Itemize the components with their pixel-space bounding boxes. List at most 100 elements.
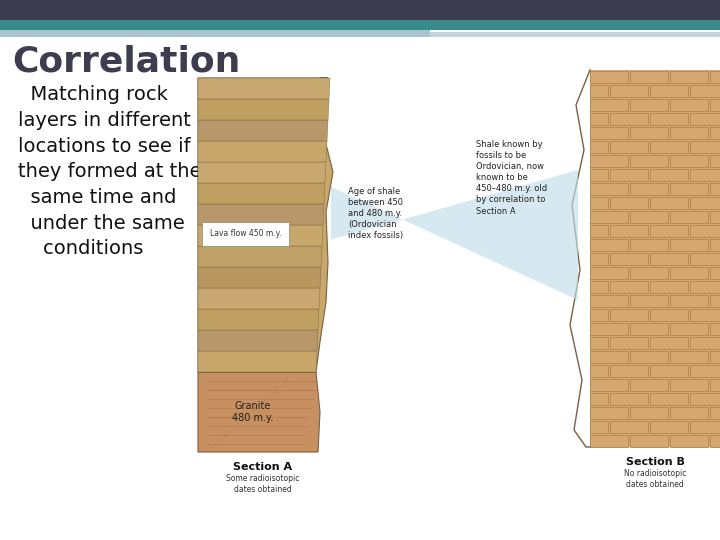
Bar: [690, 113, 720, 125]
Bar: [710, 435, 720, 447]
Bar: [710, 295, 720, 307]
Polygon shape: [198, 162, 326, 183]
Polygon shape: [198, 309, 319, 330]
Bar: [590, 267, 628, 279]
Bar: [690, 169, 720, 181]
Bar: [670, 127, 708, 139]
Bar: [590, 99, 628, 111]
Bar: [710, 71, 720, 83]
Bar: [690, 197, 720, 209]
Bar: [650, 141, 688, 153]
Polygon shape: [198, 99, 329, 120]
Bar: [670, 211, 708, 223]
Bar: [670, 295, 708, 307]
Bar: [610, 281, 648, 293]
Bar: [590, 253, 608, 265]
Bar: [630, 127, 668, 139]
Bar: [670, 183, 708, 195]
Bar: [630, 379, 668, 391]
Text: Section B: Section B: [626, 457, 685, 467]
Bar: [590, 351, 628, 363]
Bar: [590, 71, 628, 83]
Polygon shape: [198, 330, 318, 351]
Bar: [690, 225, 720, 237]
Bar: [590, 323, 628, 335]
Bar: [630, 239, 668, 251]
Text: Shale known by
fossils to be
Ordovician, now
known to be
450–480 m.y. old
by cor: Shale known by fossils to be Ordovician,…: [476, 140, 547, 215]
Bar: [630, 99, 668, 111]
Bar: [690, 141, 720, 153]
Bar: [610, 169, 648, 181]
Bar: [630, 295, 668, 307]
Bar: [650, 253, 688, 265]
Bar: [710, 351, 720, 363]
Bar: [590, 435, 628, 447]
Bar: [630, 155, 668, 167]
Bar: [590, 337, 608, 349]
Bar: [710, 267, 720, 279]
Bar: [710, 99, 720, 111]
Bar: [590, 197, 608, 209]
Bar: [650, 337, 688, 349]
Bar: [650, 421, 688, 433]
Bar: [610, 393, 648, 405]
Bar: [630, 323, 668, 335]
Polygon shape: [198, 225, 323, 246]
Text: No radioisotopic
dates obtained: No radioisotopic dates obtained: [624, 469, 686, 489]
Bar: [690, 393, 720, 405]
Bar: [0, 30, 430, 37]
Bar: [630, 211, 668, 223]
Bar: [710, 239, 720, 251]
Polygon shape: [198, 78, 333, 372]
Bar: [690, 281, 720, 293]
Bar: [670, 239, 708, 251]
Bar: [670, 323, 708, 335]
Bar: [710, 379, 720, 391]
Text: Correlation: Correlation: [12, 44, 240, 78]
Bar: [630, 183, 668, 195]
Polygon shape: [331, 170, 578, 300]
Bar: [650, 365, 688, 377]
Bar: [610, 337, 648, 349]
Bar: [710, 407, 720, 419]
Bar: [670, 71, 708, 83]
Bar: [590, 407, 628, 419]
Bar: [710, 183, 720, 195]
Bar: [650, 225, 688, 237]
Bar: [650, 113, 688, 125]
Bar: [590, 239, 628, 251]
Bar: [650, 393, 688, 405]
Bar: [0, 20, 720, 30]
Bar: [650, 169, 688, 181]
Polygon shape: [570, 70, 590, 447]
Bar: [690, 309, 720, 321]
Polygon shape: [198, 246, 322, 267]
Text: Granite
480 m.y.: Granite 480 m.y.: [233, 401, 274, 423]
Bar: [650, 281, 688, 293]
Polygon shape: [198, 141, 327, 162]
Bar: [590, 155, 628, 167]
Bar: [650, 197, 688, 209]
Bar: [690, 85, 720, 97]
Bar: [630, 351, 668, 363]
Text: Matching rock
layers in different
locations to see if
they formed at the
  same : Matching rock layers in different locati…: [18, 85, 202, 259]
Bar: [0, 0, 720, 20]
Text: Section A: Section A: [233, 462, 292, 472]
Bar: [590, 295, 628, 307]
Bar: [610, 365, 648, 377]
Bar: [590, 141, 608, 153]
Bar: [610, 421, 648, 433]
Bar: [430, 32, 720, 37]
Bar: [590, 365, 608, 377]
Polygon shape: [198, 204, 324, 225]
Bar: [630, 435, 668, 447]
Bar: [590, 281, 608, 293]
Polygon shape: [198, 288, 320, 309]
Bar: [590, 211, 628, 223]
Bar: [710, 155, 720, 167]
Bar: [670, 407, 708, 419]
Bar: [710, 211, 720, 223]
Polygon shape: [198, 120, 328, 141]
Bar: [590, 85, 608, 97]
Bar: [610, 225, 648, 237]
